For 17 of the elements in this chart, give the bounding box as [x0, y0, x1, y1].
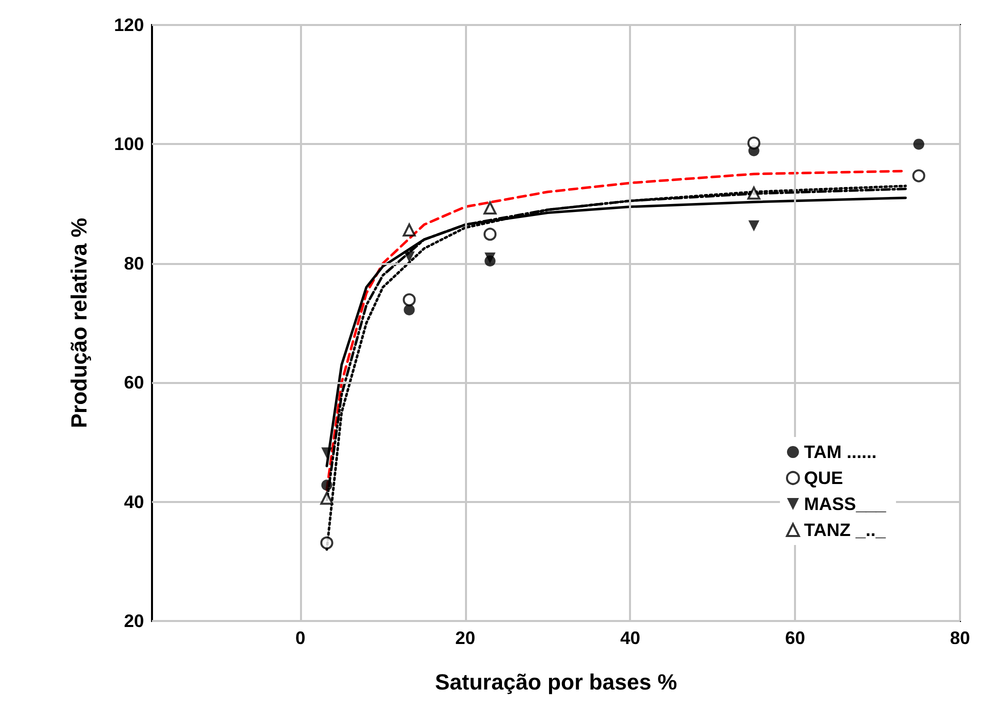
- y-tick-label: 20: [124, 611, 144, 631]
- x-tick-label: 60: [785, 628, 806, 648]
- legend-label: TAM ......: [804, 442, 877, 462]
- legend-label: TANZ _.._: [804, 520, 887, 540]
- x-tick-label: 80: [950, 628, 970, 648]
- legend-label: QUE: [804, 468, 843, 488]
- y-tick-label: 100: [114, 134, 144, 154]
- y-tick-label: 40: [124, 492, 144, 512]
- y-tick-label: 120: [114, 15, 144, 35]
- y-tick-label: 60: [124, 372, 144, 393]
- x-axis-title: Saturação por bases %: [434, 670, 678, 694]
- y-axis-title: Produção relativa %: [66, 218, 92, 428]
- y-tick-label: 80: [124, 253, 144, 274]
- x-tick-label: 0: [295, 628, 306, 648]
- legend-label: MASS___: [804, 494, 887, 514]
- x-tick-label: 20: [455, 628, 476, 648]
- x-tick-label: 40: [620, 628, 640, 648]
